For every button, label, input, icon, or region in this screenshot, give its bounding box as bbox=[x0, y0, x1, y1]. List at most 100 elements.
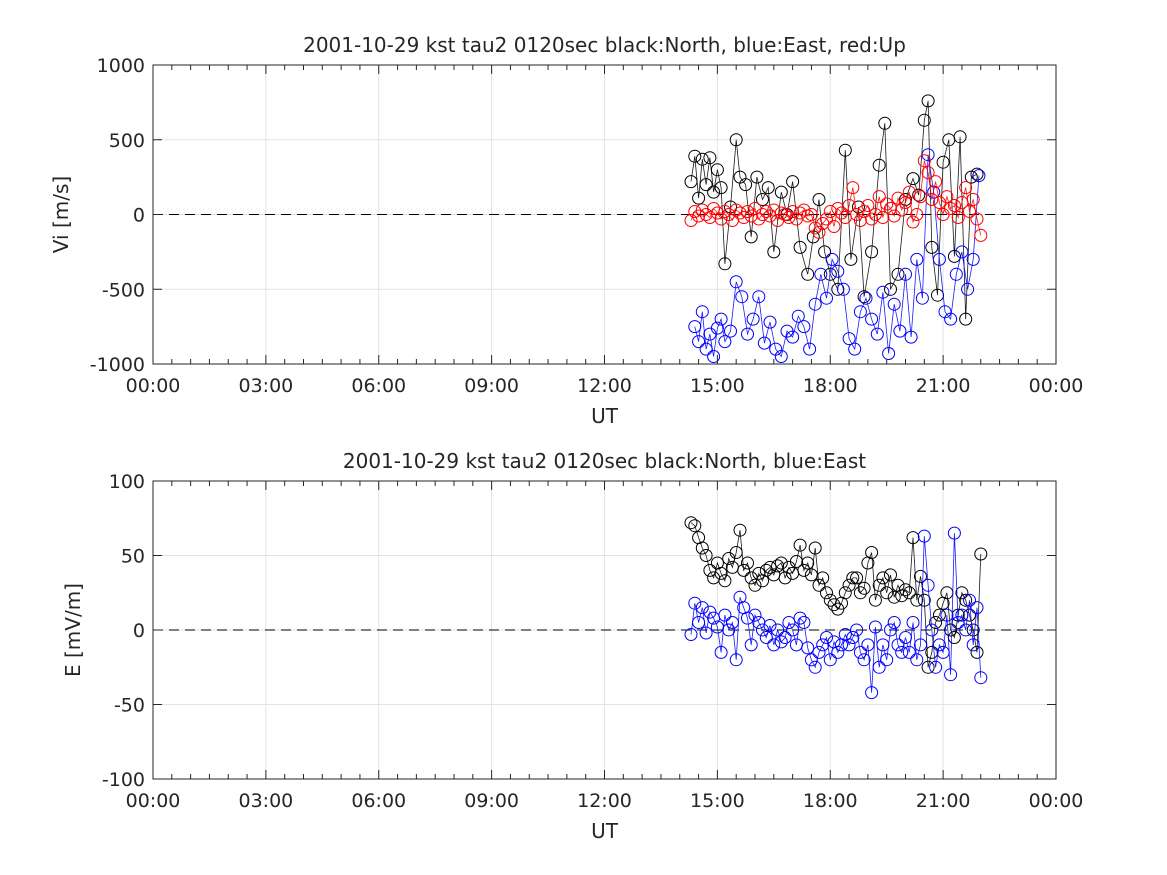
vi-north-point bbox=[707, 185, 721, 199]
e-east-point bbox=[718, 608, 732, 622]
vi-east-point bbox=[955, 245, 969, 259]
e-north-point bbox=[876, 571, 890, 585]
y-tick-label: 50 bbox=[121, 546, 145, 568]
vi-up-point bbox=[921, 166, 935, 180]
vi-east-point bbox=[915, 291, 929, 305]
e-east-point bbox=[831, 645, 845, 659]
vi-up-point bbox=[729, 203, 743, 217]
vi-up-point bbox=[808, 221, 822, 235]
e-east-point bbox=[917, 529, 931, 543]
vi-east-point bbox=[729, 275, 743, 289]
y-tick-label: 100 bbox=[109, 471, 145, 493]
vi-east-point bbox=[944, 312, 958, 326]
e-north-point bbox=[752, 566, 766, 580]
vi-east-point bbox=[695, 305, 709, 319]
vi-up-point bbox=[853, 214, 867, 227]
e-east-point bbox=[902, 645, 916, 659]
vi-up-point bbox=[868, 208, 882, 221]
x-tick-label: 21:00 bbox=[916, 790, 971, 812]
vi-up-point bbox=[902, 185, 916, 199]
vi-y-axis-label: Vi [m/s] bbox=[49, 176, 73, 253]
vi-east-point bbox=[927, 185, 941, 199]
x-tick-label: 12:00 bbox=[577, 375, 632, 397]
vi-east-point bbox=[825, 252, 839, 266]
vi-north-point bbox=[953, 130, 967, 144]
vi-east-point bbox=[791, 309, 805, 323]
vi-up-point bbox=[718, 205, 732, 218]
e-north-point bbox=[970, 645, 984, 659]
e-y-axis-label: E [mV/m] bbox=[61, 583, 85, 677]
e-east-point bbox=[880, 653, 894, 667]
e-north-point bbox=[902, 586, 916, 600]
vi-up-point bbox=[925, 193, 939, 206]
e-east-point bbox=[925, 623, 939, 637]
e-east-point bbox=[699, 626, 713, 640]
vi-up-point bbox=[970, 212, 984, 226]
e-east-point bbox=[684, 628, 698, 641]
vi-north-point bbox=[774, 185, 788, 199]
e-east-point bbox=[914, 638, 927, 652]
e-east-point bbox=[853, 645, 867, 659]
vi-up-point bbox=[835, 206, 848, 220]
vi-east-point bbox=[710, 321, 724, 335]
e-north-point bbox=[714, 566, 728, 580]
y-tick-label: -100 bbox=[102, 769, 145, 791]
e-north-point bbox=[774, 556, 788, 570]
vi-up-point bbox=[963, 205, 976, 218]
e-north-point bbox=[944, 623, 958, 637]
vi-east-point bbox=[882, 347, 896, 360]
e-east-point bbox=[940, 608, 954, 622]
e-east-point bbox=[884, 623, 897, 637]
e-east-point bbox=[692, 616, 706, 629]
vi-up-point bbox=[951, 211, 965, 224]
vi-east-point bbox=[949, 267, 963, 281]
vi-up-point bbox=[895, 203, 909, 217]
vi-up-point bbox=[872, 190, 886, 204]
e-east-point bbox=[767, 638, 781, 652]
vi-north-point bbox=[917, 113, 931, 127]
vi-up-point bbox=[861, 199, 875, 212]
e-east-point bbox=[963, 593, 976, 607]
x-tick-label: 00:00 bbox=[1029, 375, 1084, 397]
vi-east-point bbox=[904, 330, 918, 344]
vi-east-point bbox=[692, 335, 706, 349]
e-east-point bbox=[748, 608, 762, 622]
vi-up-point bbox=[827, 220, 841, 233]
e-north-point bbox=[842, 578, 856, 592]
x-tick-label: 03:00 bbox=[238, 375, 293, 397]
vi-up-point bbox=[910, 208, 924, 221]
e-east-point bbox=[820, 631, 833, 644]
vi-north-point bbox=[684, 175, 698, 189]
e-east-point bbox=[865, 686, 879, 700]
e-north-point bbox=[793, 538, 807, 552]
vi-up-point bbox=[793, 206, 807, 220]
e-east-point bbox=[763, 619, 777, 632]
x-tick-label: 06:00 bbox=[351, 375, 406, 397]
vi-up-point bbox=[695, 203, 709, 217]
e-north-point bbox=[868, 593, 882, 607]
vi-up-point bbox=[786, 205, 800, 218]
e-panel: 00:00 03:00 06:00 09:00 12:00 15:00 18:00 21:00… bbox=[61, 449, 1083, 843]
e-north-point bbox=[808, 541, 822, 555]
x-tick-label: 15:00 bbox=[690, 375, 745, 397]
vi-east-point bbox=[735, 290, 749, 304]
e-north-point bbox=[853, 586, 867, 600]
e-north-point bbox=[865, 546, 879, 559]
e-east-point bbox=[921, 578, 935, 592]
vi-east-point bbox=[752, 290, 766, 304]
vi-north-point bbox=[884, 282, 897, 296]
vi-east-point bbox=[876, 285, 890, 299]
vi-up-point bbox=[823, 205, 837, 218]
e-north-point bbox=[887, 590, 901, 604]
vi-east-point bbox=[688, 320, 702, 334]
vi-north-point bbox=[710, 163, 724, 177]
e-north-point bbox=[850, 571, 864, 585]
e-east-point bbox=[722, 623, 736, 637]
vi-up-point bbox=[884, 202, 897, 215]
e-east-point bbox=[872, 660, 886, 674]
x-tick-label: 03:00 bbox=[238, 790, 293, 812]
e-north-point bbox=[797, 563, 811, 577]
vi-north-point bbox=[872, 158, 886, 172]
vi-north-point bbox=[865, 245, 879, 259]
vi-chart-title: 2001-10-29 kst tau2 0120sec black:North,… bbox=[303, 33, 906, 57]
